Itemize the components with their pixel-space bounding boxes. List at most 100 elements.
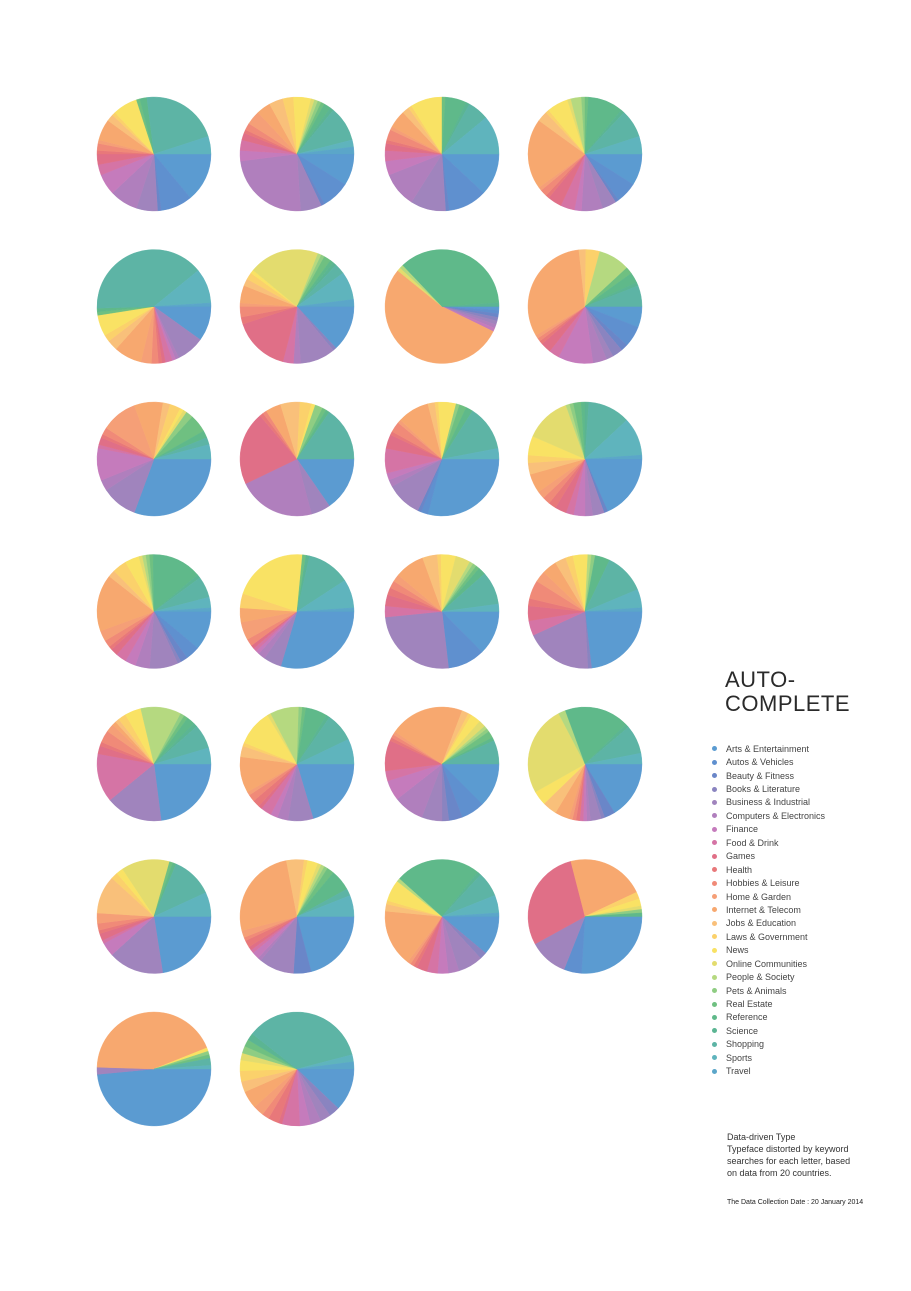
legend-swatch <box>712 880 717 886</box>
pie-slice <box>394 706 463 765</box>
legend-label: People & Society <box>726 972 795 983</box>
pie-slice <box>153 892 212 917</box>
legend-swatch <box>712 813 717 819</box>
collection-date: The Data Collection Date : 20 January 20… <box>727 1199 864 1206</box>
pie-d <box>527 96 643 212</box>
legend-item: Hobbies & Leisure <box>712 876 825 889</box>
pie-slice <box>251 1011 353 1070</box>
pie-slice <box>527 861 586 945</box>
legend-item: Laws & Government <box>712 930 825 943</box>
pie-slice <box>146 96 209 155</box>
legend-label: Computers & Electronics <box>726 810 826 821</box>
pie-k <box>384 401 500 517</box>
pie-slice <box>527 249 586 336</box>
pie-b <box>239 96 355 212</box>
pie-slice <box>153 916 212 974</box>
legend-label: Food & Drink <box>726 837 779 848</box>
legend-label: Shopping <box>726 1039 765 1050</box>
legend-item: News <box>712 944 825 957</box>
legend-label: Pets & Animals <box>726 985 787 996</box>
legend-swatch <box>712 1014 717 1020</box>
pie-slice <box>527 120 586 188</box>
pie-v <box>239 859 355 974</box>
pie-slice <box>296 607 355 612</box>
pie-r <box>239 706 355 822</box>
legend-swatch <box>712 907 717 913</box>
pie-slice <box>584 752 643 765</box>
legend-item: Home & Garden <box>712 890 825 903</box>
legend-item: Internet & Telecom <box>712 903 825 916</box>
pie-slice <box>402 249 500 307</box>
pie-z <box>239 1011 355 1127</box>
pie-p <box>527 554 643 669</box>
description-line-1: Typeface distorted by keyword <box>727 1144 849 1154</box>
legend-item: Health <box>712 863 825 876</box>
pie-slice <box>584 454 643 460</box>
legend-item: Online Communities <box>712 957 825 970</box>
pie-e <box>96 249 212 364</box>
pie-slice <box>296 895 355 917</box>
legend-item: Beauty & Fitness <box>712 769 825 782</box>
title-line-1: AUTO- <box>725 667 796 692</box>
legend-label: Laws & Government <box>726 931 808 942</box>
legend-item: Reference <box>712 1011 825 1024</box>
legend-swatch <box>712 988 717 994</box>
pie-slice <box>441 302 500 307</box>
legend-item: Arts & Entertainment <box>712 742 825 755</box>
legend-label: News <box>726 945 749 956</box>
description-line-2: searches for each letter, based <box>727 1156 851 1166</box>
legend-swatch <box>712 773 717 779</box>
legend-item: Shopping <box>712 1038 825 1051</box>
legend-swatch <box>712 853 717 859</box>
pie-slice <box>441 603 500 612</box>
pie-slice <box>153 607 212 612</box>
legend-label: Games <box>726 851 756 862</box>
pie-slice <box>96 575 155 632</box>
pie-slice <box>296 299 355 307</box>
pie-slice <box>296 411 355 460</box>
legend-swatch <box>712 1068 717 1074</box>
pie-slice <box>384 270 494 364</box>
pie-slice <box>296 739 355 765</box>
legend-item: Finance <box>712 823 825 836</box>
pie-a <box>96 96 212 212</box>
legend-label: Beauty & Fitness <box>726 770 795 781</box>
legend-label: Home & Garden <box>726 891 792 902</box>
legend-swatch <box>712 759 717 765</box>
title-line-2: COMPLETE <box>725 691 851 716</box>
pie-slice <box>109 763 162 822</box>
pie-slice <box>296 916 355 972</box>
legend-item: People & Society <box>712 970 825 983</box>
pie-f <box>239 249 355 364</box>
legend-swatch <box>712 934 717 940</box>
legend-label: Online Communities <box>726 958 808 969</box>
pie-w <box>384 859 500 974</box>
legend-swatch <box>712 867 717 873</box>
pie-slice <box>581 916 643 974</box>
pie-slice <box>427 458 500 517</box>
legend-label: Business & Industrial <box>726 797 811 808</box>
legend-swatch <box>712 1028 717 1034</box>
legend-label: Arts & Entertainment <box>726 743 810 754</box>
pie-slice <box>242 306 298 362</box>
legend-label: Internet & Telecom <box>726 904 801 915</box>
legend-swatch <box>712 974 717 980</box>
legend-item: Sports <box>712 1051 825 1064</box>
pie-slice <box>565 706 627 765</box>
legend-label: Finance <box>726 824 759 835</box>
legend-item: Food & Drink <box>712 836 825 849</box>
legend-swatch <box>712 786 717 792</box>
legend-label: Health <box>726 864 753 875</box>
legend-swatch <box>712 1001 717 1007</box>
legend-swatch <box>712 826 717 832</box>
pie-l <box>527 401 643 517</box>
pie-slice <box>441 912 500 917</box>
pie-slice <box>584 136 643 155</box>
pie-slice <box>296 763 355 819</box>
pie-slice <box>384 910 443 963</box>
pie-slice <box>584 285 643 307</box>
pie-slice <box>153 763 212 821</box>
pie-slice <box>296 146 355 155</box>
pie-slice <box>441 740 500 765</box>
